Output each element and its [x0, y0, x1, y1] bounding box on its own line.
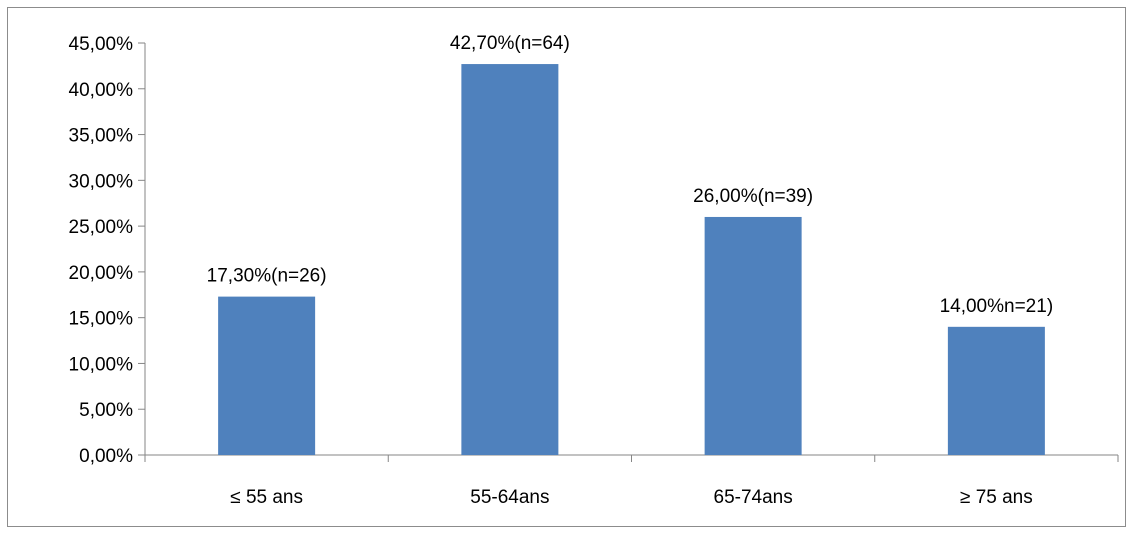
bar — [704, 216, 802, 455]
y-tick-label: 40,00% — [69, 80, 134, 101]
y-tick-label: 30,00% — [69, 171, 134, 192]
y-tick-label: 0,00% — [79, 446, 133, 467]
data-label: 14,00%n=21) — [940, 296, 1054, 317]
y-tick-label: 25,00% — [69, 217, 134, 238]
x-tick-label: 65-74ans — [714, 487, 793, 508]
y-tick-label: 45,00% — [69, 34, 134, 55]
y-tick-label: 15,00% — [69, 309, 134, 330]
x-tick-label: ≥ 75 ans — [960, 487, 1033, 508]
data-label: 17,30%(n=26) — [207, 266, 327, 287]
x-tick-label: ≤ 55 ans — [230, 487, 303, 508]
data-label: 26,00%(n=39) — [693, 186, 813, 207]
y-tick-label: 35,00% — [69, 126, 134, 147]
y-tick-label: 10,00% — [69, 354, 134, 375]
bar — [947, 326, 1045, 455]
y-tick-label: 20,00% — [69, 263, 134, 284]
bar — [461, 64, 559, 456]
bar — [218, 296, 316, 455]
y-tick-label: 5,00% — [79, 400, 133, 421]
chart-frame — [7, 7, 1126, 527]
x-tick-label: 55-64ans — [470, 487, 549, 508]
data-label: 42,70%(n=64) — [450, 33, 570, 54]
